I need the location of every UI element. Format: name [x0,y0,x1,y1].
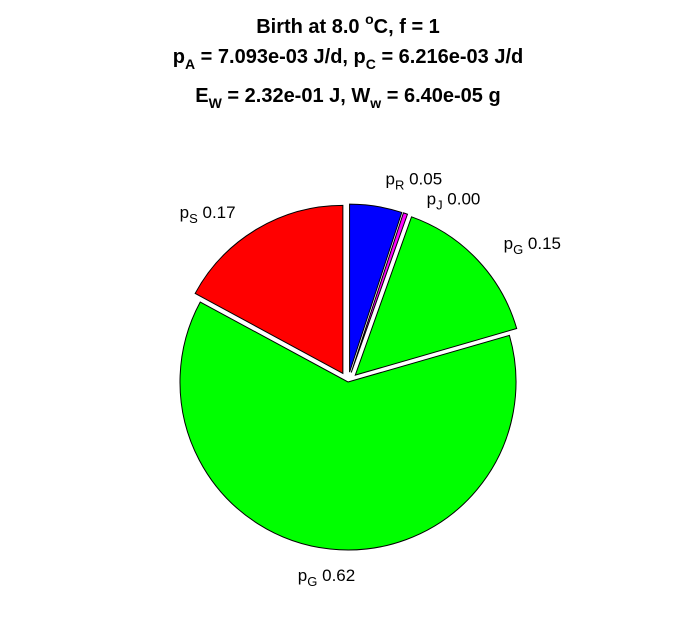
title-line-1: Birth at 8.0 oC, f = 1 [256,11,440,38]
title-ew-value: = 2.32e-01 J, [222,85,352,107]
title-line-3: EW = 2.32e-01 J, Ww = 6.40e-05 g [195,85,500,111]
pie-slice-g-2 [354,216,518,376]
slice-label-subscript: S [189,211,198,226]
slice-label-symbol: p [298,566,307,585]
slice-label-subscript: J [436,198,443,213]
slice-label-symbol: p [180,203,189,222]
slice-label-value: 0.00 [443,190,481,209]
title-ew-sub: W [209,95,223,111]
title-pc-sub: C [366,56,376,72]
slice-label-subscript: R [395,178,404,193]
pie-slice-j-1 [350,212,409,373]
title-ww-value: = 6.40e-05 g [381,85,501,107]
pie-slices [179,203,518,551]
title-pa-value: = 7.093e-03 J/d, [195,46,353,68]
pie-slice-g-3 [179,301,517,551]
title-line-1-pre: Birth at 8.0 [256,16,365,38]
slice-label-value: 0.05 [404,170,442,189]
slice-label-s-4: pS 0.17 [180,203,236,226]
slice-label-value: 0.15 [523,234,561,253]
title-ew-symbol: E [195,85,208,107]
pie-slice-s-4 [194,204,344,375]
slice-label-g-2: pG 0.15 [504,234,561,257]
slice-label-subscript: G [307,574,317,589]
slice-label-subscript: G [513,242,523,257]
slice-label-value: 0.62 [317,566,355,585]
title-pc-symbol: p [354,46,366,68]
title-degree-sup: o [365,11,374,27]
slice-label-r-0: pR 0.05 [386,170,443,193]
slice-label-g-3: pG 0.62 [298,566,355,589]
title-pc-value: = 6.216e-03 J/d [376,46,523,68]
slice-label-symbol: p [504,234,513,253]
title-line-1-post: C, f = 1 [374,16,440,38]
title-pa-symbol: p [173,46,185,68]
title-line-2: pA = 7.093e-03 J/d, pC = 6.216e-03 J/d [173,46,523,72]
slice-label-symbol: p [427,190,436,209]
slice-label-symbol: p [386,170,395,189]
pie-slice-r-0 [349,203,403,373]
title-ww-symbol: W [351,85,370,107]
slice-label-j-1: pJ 0.00 [427,190,481,213]
slice-label-value: 0.17 [198,203,236,222]
chart-title: Birth at 8.0 oC, f = 1 pA = 7.093e-03 J/… [173,11,523,111]
title-ww-sub: w [369,95,381,111]
title-pa-sub: A [185,56,195,72]
